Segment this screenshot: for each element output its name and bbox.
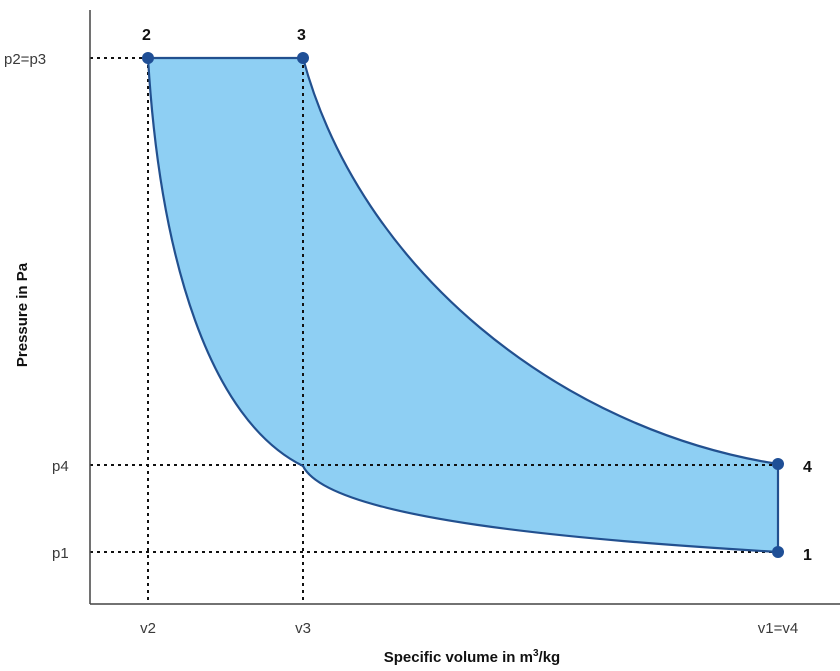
curve-3-4	[301, 57, 779, 466]
y-tick-p2-p3: p2=p3	[4, 51, 46, 68]
curve-1-2	[146, 57, 779, 554]
state-points	[142, 52, 784, 558]
state-point-4	[772, 458, 784, 470]
x-tick-v2: v2	[140, 620, 156, 637]
point-label-1: 1	[803, 547, 812, 564]
x-axis-title: Specific volume in m3/kg	[384, 648, 560, 666]
point-label-2: 2	[142, 27, 151, 44]
x-axis-title-tail: /kg	[539, 649, 561, 666]
x-axis-title-main: Specific volume in m	[384, 649, 533, 666]
cycle-curves	[146, 56, 780, 554]
y-axis-title: Pressure in Pa	[14, 262, 31, 367]
guide-lines	[90, 57, 778, 604]
point-label-4: 4	[803, 459, 812, 476]
x-tick-v3: v3	[295, 620, 311, 637]
y-tick-p4: p4	[52, 458, 69, 475]
x-axis-title-sup: 3	[533, 648, 539, 659]
state-point-1	[772, 546, 784, 558]
point-label-3: 3	[297, 27, 306, 44]
axes	[89, 10, 840, 605]
cycle-area	[148, 58, 778, 552]
state-point-2	[142, 52, 154, 64]
state-point-3	[297, 52, 309, 64]
x-tick-v1-v4: v1=v4	[758, 620, 798, 637]
y-tick-p1: p1	[52, 545, 69, 562]
